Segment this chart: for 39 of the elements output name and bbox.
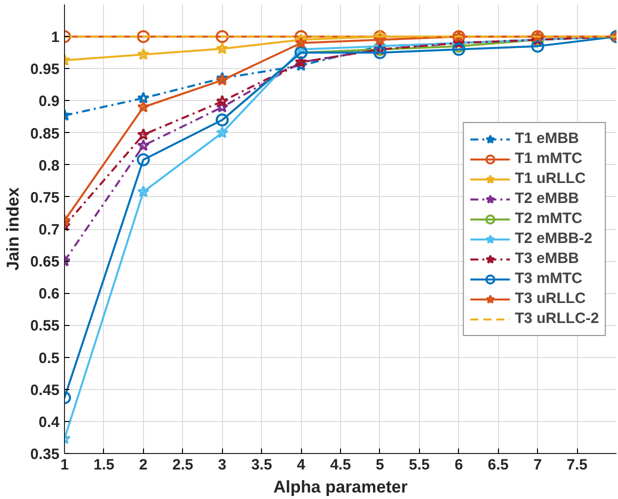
legend-label: T1 eMBB	[514, 130, 580, 147]
x-tick-label: 4.5	[330, 456, 351, 474]
x-tick-label: 3.5	[251, 456, 272, 474]
x-tick-label: 1.5	[94, 456, 114, 474]
y-tick-label: 0.8	[38, 157, 60, 174]
legend-label: T1 uRLLC	[514, 170, 586, 187]
x-tick-label: 3	[218, 456, 226, 474]
x-tick-label: 2.5	[172, 456, 194, 474]
y-tick-label: 0.4	[38, 414, 60, 431]
y-tick-label: 0.65	[30, 254, 60, 271]
legend-label: T2 eMBB	[514, 190, 580, 207]
x-tick-label: 5	[376, 456, 384, 474]
legend-label: T3 eMBB	[514, 250, 580, 267]
x-tick-label: 7.5	[566, 456, 588, 474]
y-tick-label: 0.95	[30, 61, 60, 78]
x-tick-label: 7	[533, 456, 542, 474]
x-tick-label: 2	[139, 456, 148, 474]
y-tick-label: 0.6	[38, 286, 60, 303]
y-tick-label: 1	[51, 29, 60, 46]
y-tick-label: 0.75	[30, 189, 60, 206]
legend-label: T3 uRLLC-2	[514, 310, 599, 327]
y-axis-title: Jain index	[3, 186, 22, 271]
x-tick-label: 4	[296, 456, 306, 474]
y-tick-label: 0.5	[38, 350, 60, 367]
x-axis-title: Alpha parameter	[273, 478, 408, 496]
y-tick-label: 0.9	[38, 93, 60, 110]
legend-label: T3 mMTC	[514, 270, 582, 287]
legend-label: T2 eMBB-2	[514, 230, 592, 247]
y-tick-label: 0.55	[30, 318, 60, 335]
legend-label: T1 mMTC	[514, 150, 582, 167]
x-tick-label: 6.5	[488, 456, 509, 474]
y-tick-label: 0.45	[30, 382, 60, 399]
y-tick-label: 0.85	[30, 125, 60, 142]
x-tick-label: 6	[454, 456, 463, 474]
y-tick-label: 0.35	[30, 446, 60, 463]
y-tick-label: 0.7	[38, 222, 60, 238]
legend-label: T2 mMTC	[514, 210, 582, 227]
x-tick-label: 5.5	[408, 456, 430, 474]
legend-label: T3 uRLLC	[514, 290, 586, 307]
